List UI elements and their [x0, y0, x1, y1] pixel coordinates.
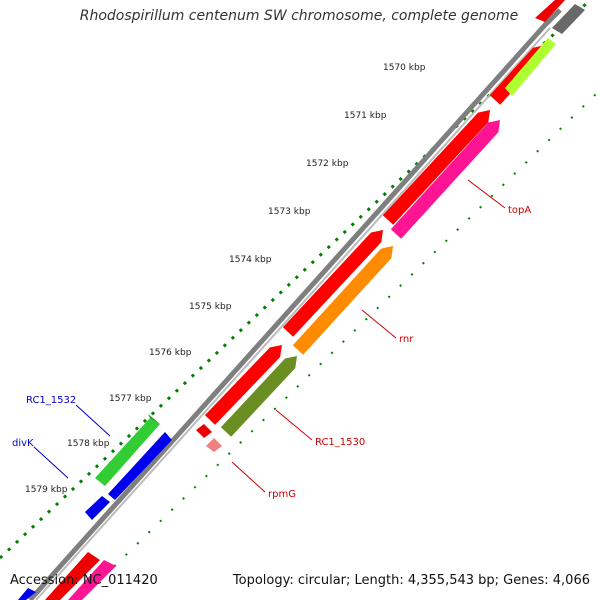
accession-text: Accession: NC_011420 [10, 573, 158, 588]
cds-track-colored [220, 120, 500, 437]
gene-rc1-1532-feature[interactable] [95, 414, 160, 486]
gene-label-rnr: rnr [399, 334, 414, 345]
kbp-tick-label: 1578 kbp [67, 439, 110, 449]
kbp-tick-labels: 1570 kbp 1571 kbp 1572 kbp 1573 kbp 1574 kbp… [25, 63, 426, 495]
gene-label-topa: topA [508, 205, 531, 216]
gene-divk-feature[interactable] [85, 432, 172, 520]
map-title: Rhodospirillum centenum SW chromosome, c… [79, 8, 519, 24]
kbp-tick-label: 1572 kbp [306, 159, 349, 169]
cds-red-3[interactable] [382, 110, 490, 225]
gene-labels: topA rnr RC1_1530 rpmG RC1_1532 divK [12, 179, 531, 500]
kbp-tick-label: 1573 kbp [268, 207, 311, 217]
kbp-tick-label: 1579 kbp [25, 485, 68, 495]
cds-red-2[interactable] [282, 230, 383, 337]
top-right-features [505, 0, 585, 96]
kbp-tick-label: 1575 kbp [189, 302, 232, 312]
gene-label-divk: divK [12, 438, 34, 449]
gene-label-rpmg: rpmG [268, 489, 296, 500]
cds-track-forward [204, 45, 545, 425]
genome-summary-text: Topology: circular; Length: 4,355,543 bp… [232, 573, 590, 588]
bottom-features [18, 552, 116, 600]
cds-red-1[interactable] [204, 345, 282, 425]
kbp-tick-label: 1577 kbp [109, 394, 152, 404]
backbone-shadow [35, 27, 551, 600]
gene-topa-feature[interactable] [390, 120, 500, 239]
gene-rnr-feature[interactable] [292, 246, 393, 355]
kbp-tick-label: 1571 kbp [344, 111, 387, 121]
kbp-tick-label: 1574 kbp [229, 255, 272, 265]
gene-rc1-1530-feature[interactable] [220, 356, 297, 437]
kbp-tick-label: 1570 kbp [383, 63, 426, 73]
gene-label-rc1-1530: RC1_1530 [315, 437, 365, 448]
kbp-tick-label: 1576 kbp [149, 348, 192, 358]
gene-label-rc1-1532: RC1_1532 [26, 395, 76, 406]
gene-rpmg-feature[interactable] [196, 424, 222, 452]
genome-backbone [28, 8, 562, 600]
